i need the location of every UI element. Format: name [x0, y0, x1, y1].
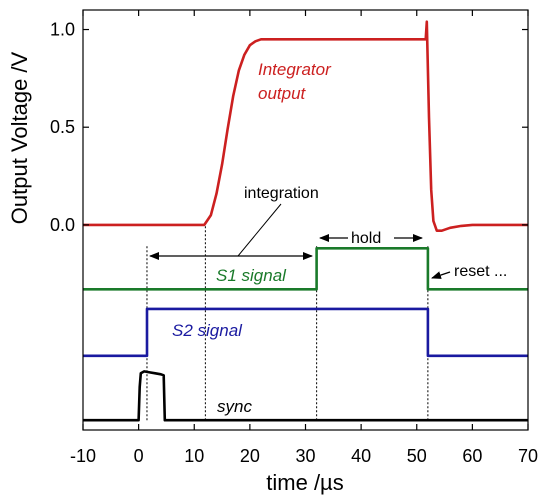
annotation-integrator: Integrator [258, 60, 332, 79]
series-line-0 [83, 20, 528, 232]
series-line-1 [83, 247, 528, 291]
annotations: Integrator output integration hold reset… [172, 60, 507, 416]
y-tick-label: 1.0 [50, 20, 75, 40]
y-axis-label: Output Voltage /V [7, 51, 32, 224]
y-tick-label: 0.0 [50, 215, 75, 235]
x-tick-label: 30 [295, 446, 315, 466]
series-line-2 [83, 307, 528, 358]
series-line-3 [83, 370, 528, 422]
annotation-hold: hold [351, 230, 381, 247]
x-tick-label: 10 [184, 446, 204, 466]
reset-arrow [431, 271, 451, 279]
x-tick-label: -10 [70, 446, 96, 466]
series-layer [83, 20, 528, 422]
guide-lines [146, 224, 429, 421]
annotation-s1-signal: S1 signal [216, 266, 287, 285]
annotation-s2-signal: S2 signal [172, 321, 243, 340]
x-tick-label: 20 [240, 446, 260, 466]
annotation-integration: integration [244, 185, 319, 202]
annotation-sync: sync [217, 397, 252, 416]
y-tick-label: 0.5 [50, 117, 75, 137]
x-axis-label: time /µs [266, 470, 343, 495]
annotation-reset: reset ... [454, 263, 507, 280]
x-tick-label: 40 [351, 446, 371, 466]
x-tick-label: 60 [462, 446, 482, 466]
x-tick-label: 70 [518, 446, 538, 466]
axis-ticks: -10 0 10 20 30 40 50 60 70 0.0 0.5 1.0 [50, 10, 538, 466]
x-tick-label: 0 [134, 446, 144, 466]
x-tick-label: 50 [407, 446, 427, 466]
integration-leader [237, 203, 282, 257]
annotation-output: output [258, 84, 307, 103]
annotation-arrows [149, 203, 451, 279]
